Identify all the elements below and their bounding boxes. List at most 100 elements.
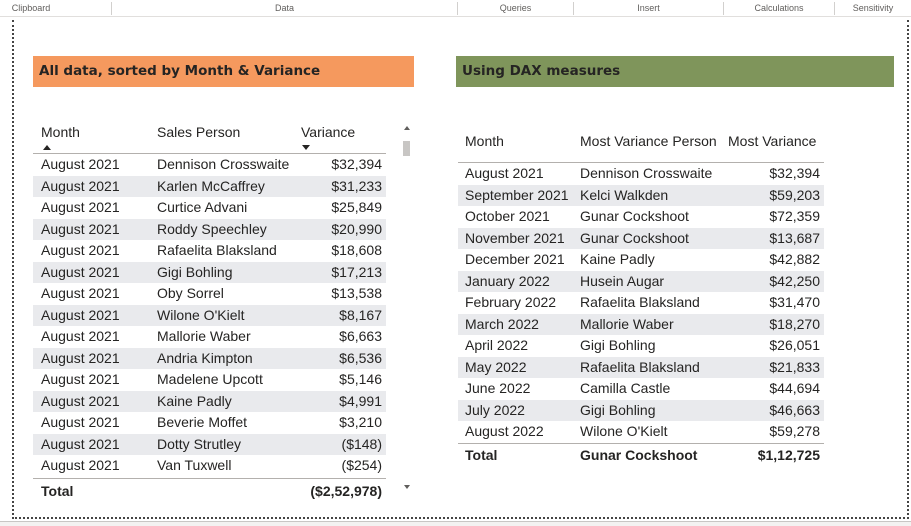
column-header-most-variance[interactable]: Most Variance <box>728 133 817 149</box>
cell-person: Kelci Walkden <box>580 186 669 203</box>
header-divider <box>458 162 824 163</box>
table-row[interactable]: August 2021 Van Tuxwell ($254) <box>33 455 386 477</box>
ribbon-group-sensitivity: Sensitivity <box>852 3 894 13</box>
ribbon-separator <box>457 2 458 15</box>
cell-person: Husein Augar <box>580 272 665 289</box>
cell-month: July 2022 <box>465 401 525 418</box>
cell-person: Gunar Cockshoot <box>580 229 689 246</box>
table-row[interactable]: May 2022 Rafaelita Blaksland $21,833 <box>458 356 824 378</box>
column-header-month[interactable]: Month <box>465 133 504 149</box>
scroll-down-icon[interactable] <box>404 485 410 489</box>
cell-month: August 2021 <box>41 285 120 301</box>
ribbon-separator <box>834 2 835 15</box>
table-row[interactable]: August 2021 Curtice Advani $25,849 <box>33 197 386 219</box>
column-header-sales-person[interactable]: Sales Person <box>157 124 241 140</box>
table-row[interactable]: August 2022 Wilone O'Kielt $59,278 <box>458 421 824 443</box>
cell-person: Gigi Bohling <box>580 337 656 353</box>
cell-sales-person: Mallorie Waber <box>157 328 251 344</box>
left-table-scrollbar[interactable] <box>402 124 411 491</box>
table-row[interactable]: August 2021 Gigi Bohling $17,213 <box>33 261 386 283</box>
cell-variance: $17,213 <box>331 263 382 280</box>
right-total-row: Total Gunar Cockshoot $1,12,725 <box>458 443 824 465</box>
dax-measures-table[interactable]: Month Most Variance Person Most Variance… <box>458 133 828 473</box>
table-row[interactable]: January 2022 Husein Augar $42,250 <box>458 270 824 292</box>
cell-sales-person: Rafaelita Blaksland <box>157 242 277 258</box>
table-row[interactable]: August 2021 Kaine Padly $4,991 <box>33 390 386 412</box>
cell-most-variance: $31,470 <box>769 294 820 310</box>
cell-variance: $25,849 <box>331 199 382 215</box>
table-row[interactable]: August 2021 Roddy Speechley $20,990 <box>33 218 386 240</box>
cell-sales-person: Wilone O'Kielt <box>157 306 245 323</box>
table-row[interactable]: August 2021 Dotty Strutley ($148) <box>33 433 386 455</box>
scroll-up-icon[interactable] <box>404 126 410 130</box>
cell-most-variance: $18,270 <box>769 315 820 332</box>
left-total-row: Total ($2,52,978) <box>33 478 386 502</box>
table-row[interactable]: August 2021 Rafaelita Blaksland $18,608 <box>33 240 386 262</box>
table-row[interactable]: November 2021 Gunar Cockshoot $13,687 <box>458 227 824 249</box>
cell-most-variance: $44,694 <box>769 380 820 396</box>
cell-most-variance: $26,051 <box>769 337 820 353</box>
table-row[interactable]: April 2022 Gigi Bohling $26,051 <box>458 335 824 357</box>
cell-month: August 2021 <box>41 263 120 280</box>
table-row[interactable]: August 2021 Oby Sorrel $13,538 <box>33 283 386 305</box>
cell-month: January 2022 <box>465 272 550 289</box>
header-divider <box>33 153 386 154</box>
column-header-month[interactable]: Month <box>41 124 80 140</box>
table-row[interactable]: August 2021 Andria Kimpton $6,536 <box>33 347 386 369</box>
cell-month: April 2022 <box>465 337 529 353</box>
table-row[interactable]: August 2021 Dennison Crosswaite $32,394 <box>33 154 386 176</box>
cell-variance: ($254) <box>341 457 382 473</box>
ribbon-group-labels: Clipboard Data Queries Insert Calculatio… <box>0 0 911 17</box>
sort-ascending-icon <box>43 145 51 150</box>
scroll-thumb[interactable] <box>403 141 410 156</box>
table-row[interactable]: October 2021 Gunar Cockshoot $72,359 <box>458 206 824 228</box>
table-row[interactable]: July 2022 Gigi Bohling $46,663 <box>458 399 824 421</box>
cell-most-variance: $21,833 <box>769 358 820 375</box>
cell-person: Mallorie Waber <box>580 315 674 332</box>
sort-descending-icon <box>302 145 310 150</box>
cell-most-variance: $42,882 <box>769 251 820 267</box>
table-row[interactable]: June 2022 Camilla Castle $44,694 <box>458 378 824 400</box>
cell-variance: $4,991 <box>339 392 382 409</box>
cell-variance: $13,538 <box>331 285 382 301</box>
table-row[interactable]: December 2021 Kaine Padly $42,882 <box>458 249 824 271</box>
cell-sales-person: Oby Sorrel <box>157 285 224 301</box>
cell-person: Rafaelita Blaksland <box>580 294 700 310</box>
right-visual-title: Using DAX measures <box>456 56 894 87</box>
cell-most-variance: $59,203 <box>769 186 820 203</box>
cell-variance: $18,608 <box>331 242 382 258</box>
table-row[interactable]: February 2022 Rafaelita Blaksland $31,470 <box>458 292 824 314</box>
table-row[interactable]: August 2021 Karlen McCaffrey $31,233 <box>33 175 386 197</box>
left-visual-title: All data, sorted by Month & Variance <box>33 56 414 87</box>
cell-month: August 2021 <box>41 457 120 473</box>
cell-variance: $8,167 <box>339 306 382 323</box>
all-data-table[interactable]: Month Sales Person Variance August 2021 D… <box>33 124 403 500</box>
table-row[interactable]: March 2022 Mallorie Waber $18,270 <box>458 313 824 335</box>
cell-month: August 2021 <box>41 392 120 409</box>
cell-month: August 2021 <box>41 435 120 452</box>
cell-month: August 2021 <box>41 414 120 430</box>
cell-month: August 2021 <box>41 156 120 172</box>
table-row[interactable]: August 2021 Wilone O'Kielt $8,167 <box>33 304 386 326</box>
table-row[interactable]: August 2021 Dennison Crosswaite $32,394 <box>458 163 824 185</box>
cell-variance: ($148) <box>341 435 382 452</box>
table-row[interactable]: August 2021 Madelene Upcott $5,146 <box>33 369 386 391</box>
table-row[interactable]: September 2021 Kelci Walkden $59,203 <box>458 184 824 206</box>
cell-month: March 2022 <box>465 315 539 332</box>
ribbon-separator <box>573 2 574 15</box>
column-header-most-variance-person[interactable]: Most Variance Person <box>580 133 717 149</box>
cell-month: June 2022 <box>465 380 531 396</box>
cell-month: February 2022 <box>465 294 557 310</box>
cell-sales-person: Van Tuxwell <box>157 457 232 473</box>
cell-most-variance: $42,250 <box>769 272 820 289</box>
cell-month: August 2021 <box>41 177 120 194</box>
table-row[interactable]: August 2021 Mallorie Waber $6,663 <box>33 326 386 348</box>
cell-person: Kaine Padly <box>580 251 655 267</box>
cell-variance: $6,536 <box>339 349 382 366</box>
column-header-variance[interactable]: Variance <box>301 124 356 140</box>
cell-variance: $5,146 <box>339 371 382 387</box>
cell-most-variance: $32,394 <box>769 165 820 181</box>
table-row[interactable]: August 2021 Beverie Moffet $3,210 <box>33 412 386 434</box>
cell-sales-person: Gigi Bohling <box>157 263 233 280</box>
cell-month: August 2022 <box>465 423 544 439</box>
